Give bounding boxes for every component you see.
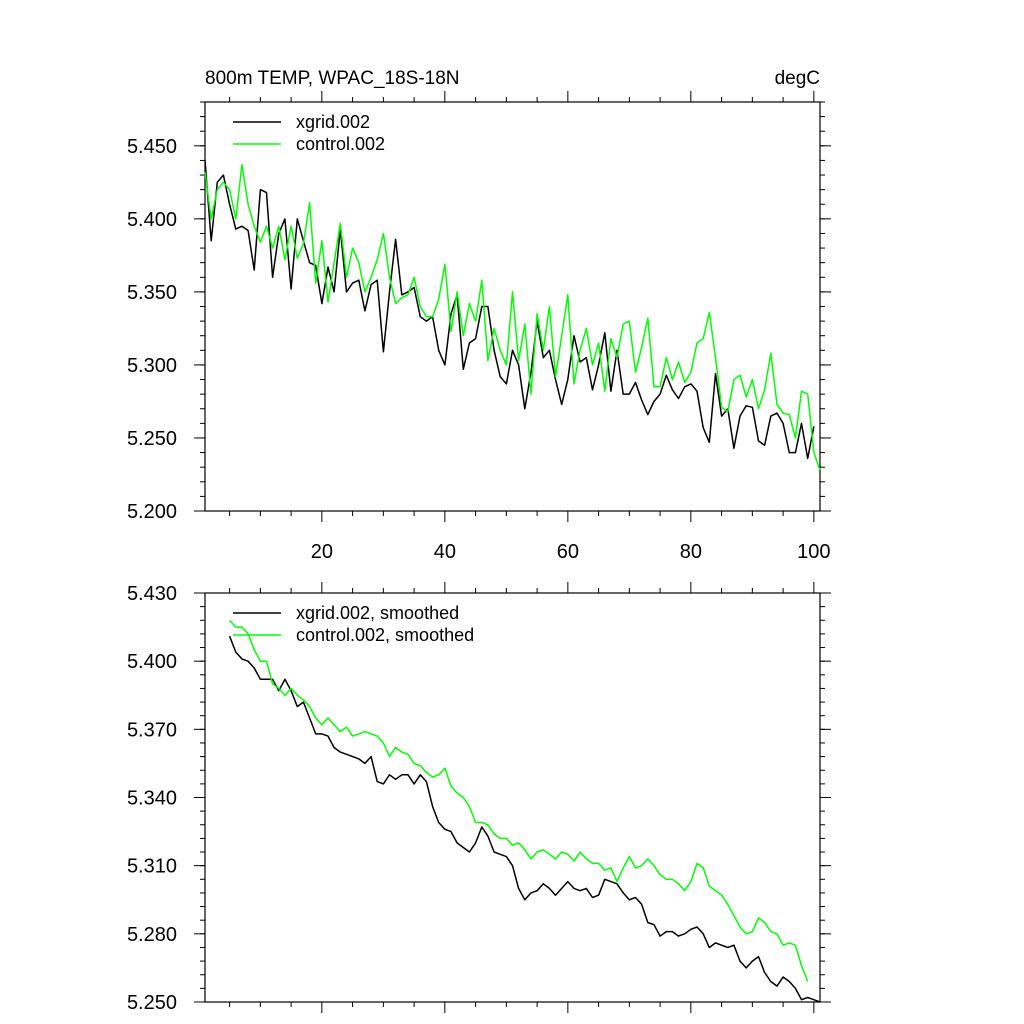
bottom-y-tick-label: 5.400 [127,651,177,673]
top-plot-frame [204,101,821,512]
top-series-line-control [204,164,821,471]
top-series-line-xgrid [204,160,815,460]
bottom-legend-label: xgrid.002, smoothed [296,603,459,623]
bottom-legend-label: control.002, smoothed [296,625,474,645]
top-y-tick-label: 5.400 [127,209,177,231]
top-x-tick-label: 60 [557,541,579,563]
bottom-y-tick-label: 5.340 [127,788,177,810]
top-x-tick-label: 80 [680,541,702,563]
top-y-tick-label: 5.250 [127,428,177,450]
bottom-y-tick-label: 5.280 [127,924,177,946]
top-x-tick-label: 40 [434,541,456,563]
top-x-tick-label: 100 [797,541,830,563]
bottom-tick-group: 5.250 5.280 5.310 5.340 5.370 5.400 5.430 [127,582,831,1014]
bottom-y-tick-label: 5.310 [127,856,177,878]
top-y-tick-label: 5.200 [127,501,177,523]
top-y-tick-label: 5.450 [127,136,177,158]
top-series-group [204,160,821,471]
chart-units: degC [775,68,820,89]
bottom-series-line-control [229,619,809,982]
top-x-tick-label: 20 [311,541,333,563]
top-y-tick-label: 5.350 [127,282,177,304]
bottom-plot-frame [204,592,821,1003]
top-panel: 800m TEMP, WPAC_18S-18N degC 5.2005.2505… [127,68,831,563]
top-tick-group: 5.200 5.250 5.300 5.350 5.400 5.450 20 40 60 80 10… [127,91,831,563]
top-y-tick-label: 5.300 [127,355,177,377]
bottom-series-group [228,619,821,1003]
bottom-y-tick-label: 5.370 [127,719,177,741]
bottom-y-tick-label: 5.430 [127,583,177,605]
bottom-panel: 5.250 5.280 5.310 5.340 5.370 5.400 5.430 xgri… [127,582,831,1014]
bottom-series-line-xgrid [228,635,821,1003]
bottom-y-tick-label: 5.250 [127,992,177,1014]
top-legend-label: control.002 [296,134,385,154]
top-legend-label: xgrid.002 [296,112,370,132]
chart-title: 800m TEMP, WPAC_18S-18N [205,68,460,89]
